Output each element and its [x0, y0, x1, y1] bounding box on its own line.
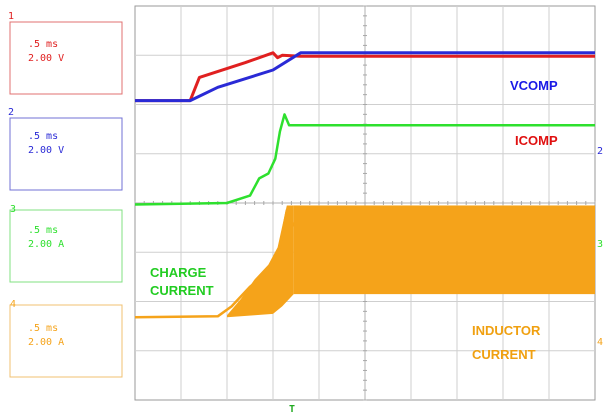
inductor-current-label-line1: INDUCTOR — [472, 323, 541, 338]
channel-1-timebase: .5 ms — [28, 39, 58, 50]
channel-1-readout: 1 .5 ms 2.00 V — [8, 11, 123, 95]
channel-2-number: 2 — [8, 107, 14, 118]
trace-charge-current — [134, 113, 595, 206]
channel-4-timebase: .5 ms — [28, 323, 58, 334]
channel-2-readout: 2 .5 ms 2.00 V — [8, 107, 123, 191]
channel-3-readout: 3 .5 ms 2.00 A — [9, 204, 123, 283]
channel-4-scale: 2.00 A — [28, 337, 64, 348]
channel-2-scale: 2.00 V — [28, 145, 64, 156]
channel-3-number: 3 — [10, 204, 16, 215]
inductor-current-label-line2: CURRENT — [472, 347, 536, 362]
channel-3-timebase: .5 ms — [28, 225, 58, 236]
charge-current-label-line1: CHARGE — [150, 265, 207, 280]
channel-3-ground-marker: 3 — [597, 239, 603, 250]
channel-3-scale: 2.00 A — [28, 239, 64, 250]
channel-2-timebase: .5 ms — [28, 131, 58, 142]
channel-2-ground-marker: 2 — [597, 146, 603, 157]
inductor-current-ramp — [227, 205, 294, 318]
vcomp-label: VCOMP — [510, 78, 558, 93]
trace-inductor-current — [134, 209, 595, 319]
trace-vcomp — [135, 51, 595, 103]
inductor-current-band — [293, 205, 595, 295]
charge-current-label-line2: CURRENT — [150, 283, 214, 298]
channel-4-ground-marker: 4 — [597, 337, 603, 348]
channel-1-number: 1 — [8, 11, 14, 22]
channel-4-number: 4 — [10, 299, 16, 310]
trigger-marker: T — [289, 404, 295, 415]
inductor-current-envelope — [227, 205, 595, 318]
icomp-label: ICOMP — [515, 133, 558, 148]
channel-4-readout: 4 .5 ms 2.00 A — [9, 299, 123, 378]
channel-1-scale: 2.00 V — [28, 53, 64, 64]
plot-area — [134, 5, 596, 401]
traces — [134, 51, 595, 319]
